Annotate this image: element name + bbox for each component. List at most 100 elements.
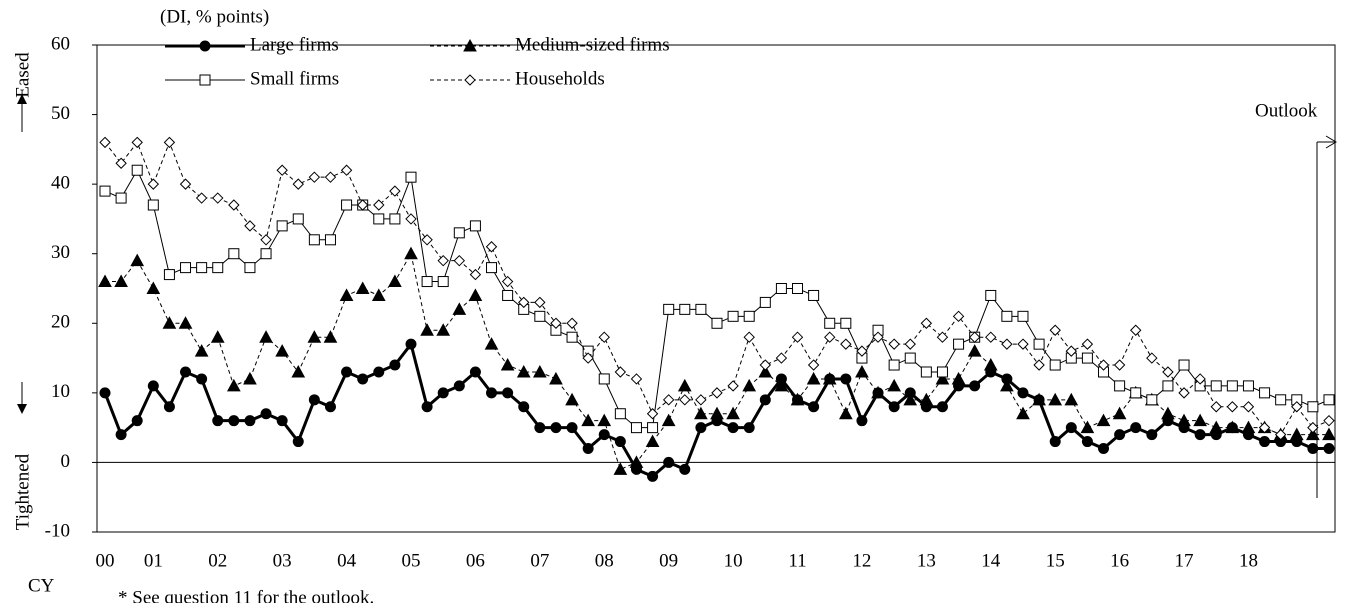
marker	[903, 392, 918, 406]
marker	[163, 269, 175, 281]
marker	[775, 283, 787, 294]
marker	[695, 394, 707, 406]
marker	[1049, 324, 1061, 336]
marker	[549, 371, 563, 385]
marker	[484, 337, 499, 350]
marker	[1323, 394, 1335, 406]
marker	[469, 268, 482, 281]
marker	[936, 401, 948, 413]
marker	[146, 281, 161, 294]
marker	[630, 373, 643, 385]
marker	[244, 220, 256, 232]
marker	[663, 456, 675, 468]
x-tick-label: 13	[917, 550, 936, 571]
marker	[276, 415, 288, 427]
marker	[518, 296, 530, 309]
marker	[1275, 394, 1287, 406]
marker	[1000, 378, 1014, 392]
marker	[1017, 310, 1029, 322]
marker	[212, 192, 224, 204]
y-tick-label: 50	[51, 103, 70, 124]
marker	[486, 262, 498, 274]
marker	[888, 338, 900, 350]
marker	[1291, 401, 1303, 413]
marker	[1210, 380, 1222, 392]
legend-label: Small firms	[250, 68, 339, 89]
legend-marker	[199, 74, 211, 86]
marker	[711, 317, 723, 329]
outlook-arrow-head	[1325, 135, 1337, 149]
x-tick-label: 05	[401, 550, 420, 571]
marker	[1323, 443, 1335, 455]
outlook-label: Outlook	[1255, 100, 1318, 121]
marker	[613, 462, 628, 475]
marker	[1259, 387, 1271, 399]
marker	[486, 387, 498, 399]
marker	[888, 401, 900, 413]
x-tick-label: 01	[144, 550, 163, 571]
marker	[324, 401, 336, 413]
marker	[840, 338, 852, 350]
marker	[1130, 422, 1142, 434]
x-tick-label: 17	[1175, 550, 1194, 571]
x-tick-label: 07	[530, 550, 549, 571]
marker	[1241, 420, 1256, 434]
marker	[131, 164, 143, 176]
marker	[180, 262, 192, 274]
marker	[228, 248, 240, 260]
y-tick-label: 40	[51, 173, 70, 194]
x-tick-label: 06	[466, 550, 485, 571]
marker	[726, 406, 740, 420]
marker	[872, 331, 884, 343]
marker	[1049, 359, 1061, 371]
marker	[856, 345, 868, 357]
x-tick-label: 11	[788, 550, 806, 571]
marker	[534, 310, 546, 322]
x-tick-label: 08	[595, 550, 614, 571]
marker	[421, 276, 433, 288]
x-tick-label: 04	[337, 550, 357, 571]
marker	[1307, 401, 1319, 413]
marker	[968, 331, 981, 343]
marker	[677, 378, 692, 392]
marker	[180, 366, 192, 378]
marker	[646, 408, 659, 420]
marker	[887, 378, 901, 392]
marker	[292, 178, 304, 190]
marker	[647, 422, 659, 434]
marker	[323, 330, 338, 343]
marker	[1177, 413, 1191, 427]
marker	[791, 331, 804, 343]
marker	[871, 385, 885, 399]
marker	[1017, 338, 1029, 350]
marker	[1242, 380, 1254, 392]
marker	[1081, 338, 1094, 350]
marker	[822, 371, 837, 385]
marker	[614, 366, 627, 378]
marker	[260, 234, 272, 246]
marker	[679, 303, 691, 315]
marker	[292, 213, 304, 225]
y-tick-label: 30	[51, 242, 70, 263]
marker	[1130, 387, 1142, 399]
marker	[114, 274, 128, 288]
eased-label: Eased	[12, 52, 33, 98]
marker	[243, 371, 257, 385]
marker	[341, 366, 353, 378]
legend-marker	[464, 74, 476, 86]
marker	[629, 455, 644, 468]
marker	[1113, 359, 1126, 371]
legend-label: Households	[515, 68, 605, 89]
marker	[324, 171, 337, 183]
legend-label: Medium-sized firms	[515, 34, 670, 55]
marker	[967, 344, 982, 357]
footnote: * See question 11 for the outlook.	[118, 587, 374, 603]
legend-marker	[463, 38, 477, 52]
marker	[307, 330, 322, 343]
marker	[339, 288, 354, 301]
marker	[421, 234, 433, 246]
marker	[355, 281, 370, 294]
marker	[1081, 436, 1093, 448]
marker	[582, 443, 594, 455]
